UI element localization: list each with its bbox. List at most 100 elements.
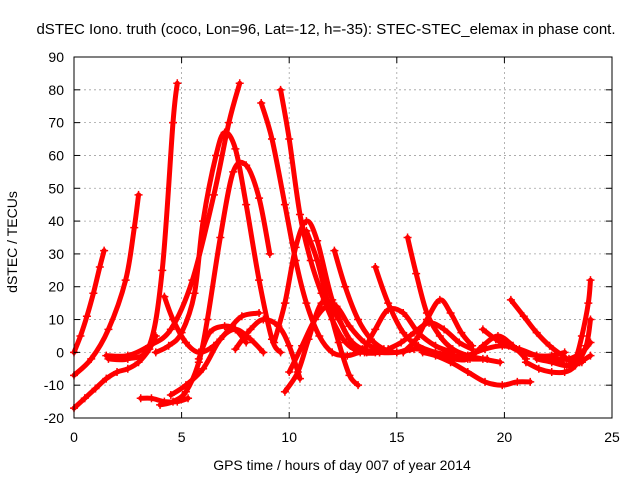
data-point-marker	[285, 135, 294, 144]
series-line-arc-04	[105, 80, 180, 363]
data-point-marker	[526, 377, 535, 386]
data-point-marker	[384, 345, 393, 354]
data-point-marker	[181, 381, 190, 390]
data-point-marker	[313, 236, 322, 245]
data-point-marker	[113, 368, 122, 377]
data-point-marker	[229, 167, 238, 176]
chart-title: dSTEC Iono. truth (coco, Lon=96, Lat=-12…	[36, 21, 615, 38]
data-point-marker	[478, 354, 487, 363]
data-point-marker	[414, 341, 423, 350]
y-tick-label: 50	[48, 180, 64, 196]
data-point-marker	[194, 354, 203, 363]
data-point-marker	[584, 299, 593, 308]
data-point-marker	[242, 338, 251, 347]
data-point-marker	[280, 200, 289, 209]
data-point-marker	[216, 335, 225, 344]
data-point-marker	[519, 312, 528, 321]
series-line-arc-32	[555, 353, 593, 368]
data-point-marker	[384, 299, 393, 308]
data-point-marker	[302, 217, 311, 226]
data-point-marker	[349, 345, 358, 354]
y-tick-label: -10	[44, 377, 64, 393]
x-tick-label: 15	[389, 429, 405, 445]
data-point-marker	[354, 315, 363, 324]
data-point-marker	[102, 374, 111, 383]
data-point-marker	[435, 331, 444, 340]
series-line-arc-09	[161, 294, 262, 355]
x-tick-label: 20	[497, 429, 513, 445]
data-point-marker	[91, 384, 100, 393]
data-point-marker	[323, 302, 332, 311]
data-point-marker	[586, 315, 595, 324]
data-point-marker	[134, 358, 143, 367]
data-point-marker	[134, 190, 143, 199]
data-point-marker	[166, 325, 175, 334]
data-point-marker	[564, 361, 573, 370]
x-tick-label: 0	[70, 429, 78, 445]
data-point-marker	[334, 338, 343, 347]
data-point-marker	[534, 364, 543, 373]
data-point-marker	[147, 394, 156, 403]
data-point-marker	[440, 325, 449, 334]
data-point-marker	[199, 217, 208, 226]
y-tick-label: 30	[48, 246, 64, 262]
data-point-marker	[205, 328, 214, 337]
data-point-marker	[246, 325, 255, 334]
data-point-marker	[457, 328, 466, 337]
data-point-marker	[448, 345, 457, 354]
data-point-marker	[582, 341, 591, 350]
y-axis-label: dSTEC / TECUs	[4, 191, 20, 293]
data-point-marker	[354, 381, 363, 390]
y-tick-label: 0	[56, 344, 64, 360]
axis-ticks: 0 5 10 15 20 25 -20 -10 0 10 20 30 40 50 60 70 80 90	[44, 49, 620, 445]
data-point-marker	[136, 394, 145, 403]
data-point-marker	[80, 394, 89, 403]
data-point-marker	[168, 315, 177, 324]
data-point-marker	[448, 354, 457, 363]
data-point-marker	[515, 345, 524, 354]
data-point-marker	[328, 295, 337, 304]
y-tick-label: 10	[48, 312, 64, 328]
data-point-marker	[255, 276, 264, 285]
data-point-marker	[184, 394, 193, 403]
data-point-marker	[375, 348, 384, 357]
data-point-marker	[532, 354, 541, 363]
data-point-marker	[577, 348, 586, 357]
data-point-marker	[399, 328, 408, 337]
data-point-marker	[220, 322, 229, 331]
data-point-marker	[102, 351, 111, 360]
data-point-marker	[123, 364, 132, 373]
data-point-marker	[166, 391, 175, 400]
data-point-marker	[366, 335, 375, 344]
data-point-marker	[276, 85, 285, 94]
data-point-marker	[276, 348, 285, 357]
data-point-marker	[242, 161, 251, 170]
data-point-marker	[235, 79, 244, 88]
data-point-marker	[399, 348, 408, 357]
y-tick-label: 70	[48, 115, 64, 131]
data-point-marker	[87, 354, 96, 363]
data-point-marker	[280, 299, 289, 308]
data-point-marker	[547, 368, 556, 377]
data-point-marker	[224, 118, 233, 127]
series-line-arc-12	[232, 316, 303, 382]
data-point-marker	[302, 299, 311, 308]
data-point-marker	[399, 308, 408, 317]
x-tick-label: 25	[604, 429, 620, 445]
data-point-marker	[190, 289, 199, 298]
data-point-marker	[293, 368, 302, 377]
x-tick-label: 10	[281, 429, 297, 445]
data-point-marker	[435, 295, 444, 304]
data-point-marker	[521, 358, 530, 367]
y-tick-label: 20	[48, 279, 64, 295]
data-point-marker	[343, 351, 352, 360]
data-point-marker	[313, 256, 322, 265]
data-point-marker	[295, 210, 304, 219]
data-point-marker	[360, 345, 369, 354]
data-point-marker	[95, 263, 104, 272]
data-point-marker	[410, 328, 419, 337]
data-point-marker	[89, 289, 98, 298]
data-point-marker	[345, 371, 354, 380]
data-point-marker	[298, 341, 307, 350]
x-axis-label: GPS time / hours of day 007 of year 2014	[213, 457, 471, 473]
